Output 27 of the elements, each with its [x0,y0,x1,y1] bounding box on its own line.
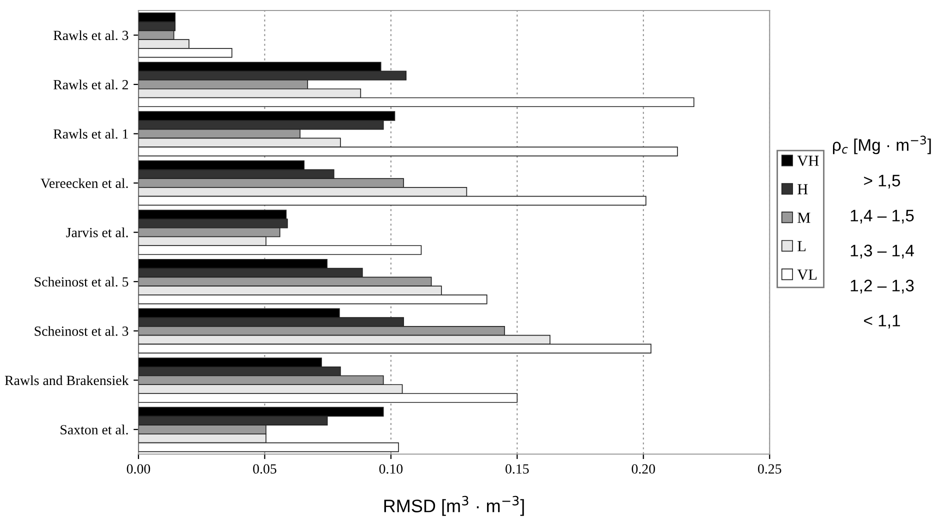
y-tick-label: Rawls et al. 2 [54,80,128,90]
legend-label: VH [797,156,819,166]
y-tick-label: Vereecken et al. [40,178,128,188]
legend-label: H [798,184,808,194]
y-tick-label: Rawls et al. 3 [54,30,128,40]
text: 1,2 – 1,3 [850,280,914,294]
y-tick-label: Saxton et al. [60,424,128,434]
y-tick-label: Rawls et al. 1 [54,128,128,139]
text: > 1,5 [864,174,900,188]
y-tick-label: Jarvis et al. [66,227,128,238]
text: ρ$_{c}$ [Mg · m$^{−3}$] [832,136,931,154]
x-tick-label: 0.00 [126,464,150,474]
legend-label: VL [797,270,817,280]
x-tick-label: 0.20 [632,464,656,474]
x-tick-label: 0.10 [379,464,403,474]
y-tick-label: Scheinost et al. 5 [34,276,128,287]
text: < 1,1 [864,314,900,328]
legend-label: L [798,241,806,252]
y-tick-label: Scheinost et al. 3 [34,326,128,336]
legend-label: M [798,212,810,223]
text: 1,3 – 1,4 [850,244,914,258]
x-tick-label: 0.15 [506,464,529,474]
x-tick-label: 0.25 [758,464,782,474]
text: 1,4 – 1,5 [850,210,914,224]
y-tick-label: Rawls and Brakensiek [4,375,129,386]
x-tick-label: 0.05 [253,464,276,474]
x-axis-title: RMSD [m$^{3}$ · m$^{−3}$] [384,496,524,516]
